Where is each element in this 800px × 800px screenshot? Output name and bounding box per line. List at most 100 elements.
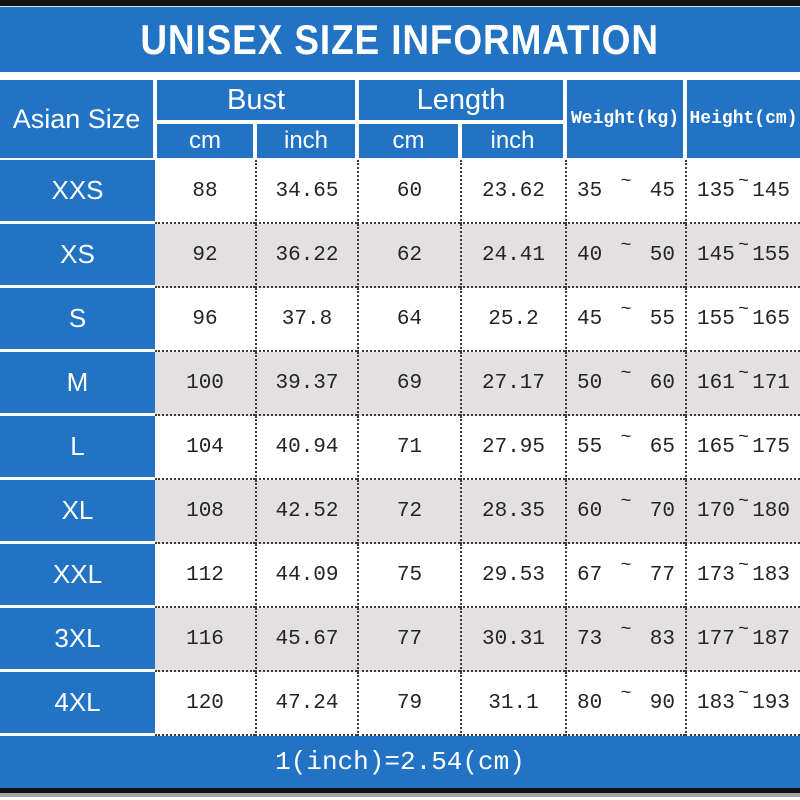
col-header-length-cm: cm	[357, 122, 460, 160]
range-tilde: ~	[620, 684, 632, 704]
bottom-border-bar	[0, 788, 800, 793]
bust-cm-value: 120	[155, 672, 255, 736]
length-cm-value: 71	[357, 416, 460, 480]
bust-inch-value: 37.8	[255, 288, 357, 352]
range-tilde: ~	[738, 364, 749, 384]
size-label: 4XL	[0, 672, 155, 736]
bottom-edge-bar	[0, 793, 800, 797]
size-label: 3XL	[0, 608, 155, 672]
weight-range: 35 ~ 45	[565, 160, 686, 224]
length-inch-value: 27.95	[460, 416, 566, 480]
range-tilde: ~	[738, 300, 749, 320]
table-row: XXS 88 34.65 60 23.62 35 ~ 45 135 ~ 145	[0, 160, 800, 224]
height-max: 183	[752, 563, 791, 587]
length-cm-value: 77	[357, 608, 460, 672]
weight-range: 40 ~ 50	[565, 224, 686, 288]
size-label: XS	[0, 224, 155, 288]
table-row: XL 108 42.52 72 28.35 60 ~ 70 170 ~ 180	[0, 480, 800, 544]
height-range: 170 ~ 180	[685, 480, 800, 544]
weight-range: 50 ~ 60	[565, 352, 686, 416]
bust-cm-value: 92	[155, 224, 255, 288]
height-min: 183	[697, 691, 735, 715]
weight-max: 70	[649, 499, 676, 523]
weight-min: 67	[577, 563, 603, 587]
table-row: M 100 39.37 69 27.17 50 ~ 60 161 ~ 171	[0, 352, 800, 416]
height-max: 165	[752, 307, 791, 331]
height-min: 165	[697, 435, 735, 459]
height-min: 145	[697, 243, 735, 267]
height-max: 180	[752, 499, 791, 523]
bust-cm-value: 116	[155, 608, 255, 672]
range-tilde: ~	[620, 300, 632, 320]
weight-min: 45	[577, 307, 603, 331]
length-inch-value: 29.53	[460, 544, 566, 608]
length-inch-value: 25.2	[460, 288, 566, 352]
page-title: UNISEX SIZE INFORMATION	[140, 15, 660, 63]
height-min: 177	[697, 627, 735, 651]
weight-max: 90	[649, 691, 676, 715]
bust-cm-value: 88	[155, 160, 255, 224]
range-tilde: ~	[620, 556, 632, 576]
bust-inch-value: 45.67	[255, 608, 357, 672]
size-label: XXS	[0, 160, 155, 224]
height-max: 171	[752, 371, 791, 395]
title-divider	[0, 72, 800, 78]
bust-inch-value: 44.09	[255, 544, 357, 608]
bust-cm-value: 104	[155, 416, 255, 480]
range-tilde: ~	[620, 364, 632, 384]
header-row-groups: Asian Size Bust Length Weight(kg) Height…	[0, 78, 800, 160]
range-tilde: ~	[738, 492, 749, 512]
length-cm-value: 60	[357, 160, 460, 224]
height-range: 145 ~ 155	[685, 224, 800, 288]
height-range: 173 ~ 183	[685, 544, 800, 608]
weight-range: 60 ~ 70	[565, 480, 686, 544]
bust-inch-value: 39.37	[255, 352, 357, 416]
length-cm-value: 64	[357, 288, 460, 352]
size-label: XL	[0, 480, 155, 544]
col-header-length: Length	[357, 78, 566, 122]
range-tilde: ~	[738, 428, 749, 448]
footer-band: 1(inch)=2.54(cm)	[0, 736, 800, 788]
size-label: M	[0, 352, 155, 416]
col-header-bust-inch: inch	[255, 122, 357, 160]
size-label: XXL	[0, 544, 155, 608]
length-inch-value: 23.62	[460, 160, 566, 224]
table-row: 4XL 120 47.24 79 31.1 80 ~ 90 183 ~ 193	[0, 672, 800, 736]
bust-inch-value: 36.22	[255, 224, 357, 288]
length-cm-value: 79	[357, 672, 460, 736]
weight-min: 35	[577, 179, 603, 203]
length-cm-value: 72	[357, 480, 460, 544]
table-row: XS 92 36.22 62 24.41 40 ~ 50 145 ~ 155	[0, 224, 800, 288]
weight-min: 60	[577, 499, 603, 523]
range-tilde: ~	[738, 236, 749, 256]
bust-inch-value: 47.24	[255, 672, 357, 736]
height-min: 161	[697, 371, 735, 395]
height-max: 187	[752, 627, 791, 651]
length-inch-value: 28.35	[460, 480, 566, 544]
weight-range: 73 ~ 83	[565, 608, 686, 672]
bust-inch-value: 42.52	[255, 480, 357, 544]
size-label: L	[0, 416, 155, 480]
height-max: 175	[752, 435, 791, 459]
height-min: 155	[697, 307, 735, 331]
weight-min: 73	[577, 627, 603, 651]
size-label: S	[0, 288, 155, 352]
height-range: 165 ~ 175	[685, 416, 800, 480]
height-max: 145	[752, 179, 791, 203]
table-row: XXL 112 44.09 75 29.53 67 ~ 77 173 ~ 183	[0, 544, 800, 608]
weight-range: 45 ~ 55	[565, 288, 686, 352]
length-inch-value: 27.17	[460, 352, 566, 416]
range-tilde: ~	[738, 620, 749, 640]
weight-range: 67 ~ 77	[565, 544, 686, 608]
weight-max: 50	[649, 243, 676, 267]
range-tilde: ~	[620, 172, 632, 192]
length-cm-value: 75	[357, 544, 460, 608]
bust-cm-value: 96	[155, 288, 255, 352]
height-range: 155 ~ 165	[685, 288, 800, 352]
bust-cm-value: 112	[155, 544, 255, 608]
bust-cm-value: 100	[155, 352, 255, 416]
height-range: 183 ~ 193	[685, 672, 800, 736]
col-header-weight: Weight(kg)	[565, 78, 686, 160]
range-tilde: ~	[620, 428, 632, 448]
